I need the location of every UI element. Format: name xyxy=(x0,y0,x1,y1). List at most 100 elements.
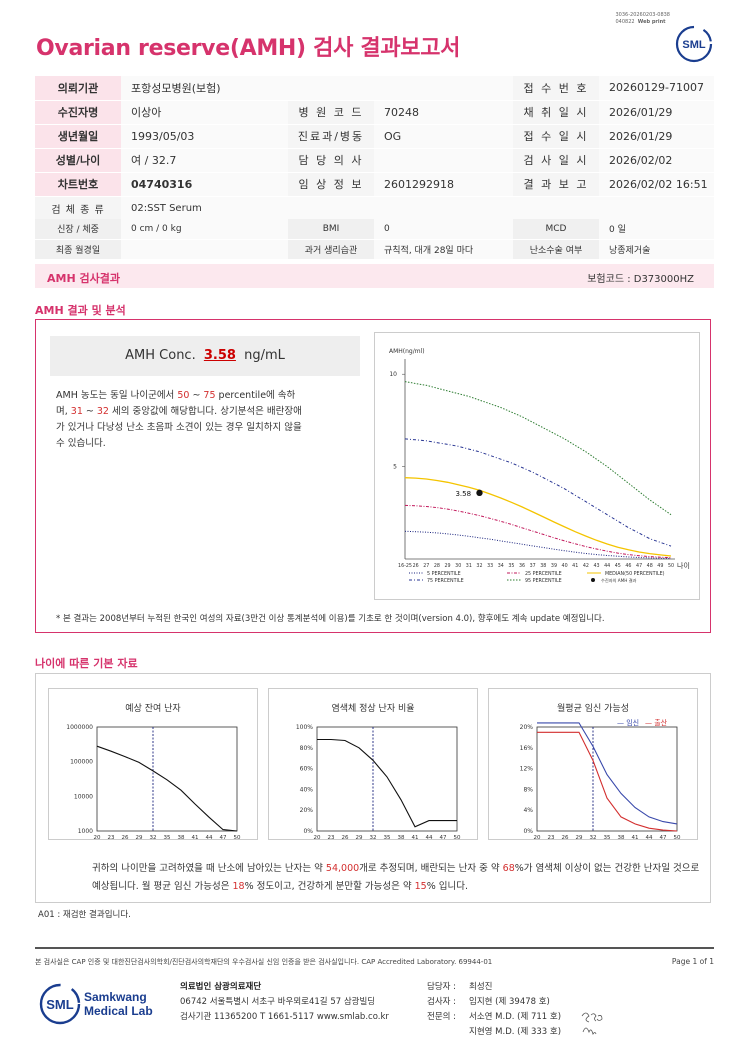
x-tick-label: 31 xyxy=(466,563,472,569)
x-tick-label: 50 xyxy=(668,563,674,569)
height-weight-value: 0 cm / 0 kg xyxy=(121,219,288,240)
plot-frame xyxy=(536,726,678,832)
info-label: 진료과/병동 xyxy=(288,124,374,149)
info-value: 포항성모병원(보험) xyxy=(121,76,288,101)
info-value: 04740316 xyxy=(121,172,288,197)
report-title: Ovarian reserve(AMH) 검사 결과보고서 xyxy=(36,36,461,61)
info-value: 2026/01/29 xyxy=(599,100,714,125)
y-tick-label: 20% xyxy=(520,724,534,731)
x-tick-label: 36 xyxy=(519,563,525,569)
x-tick-label: 34 xyxy=(498,563,504,569)
x-tick-label: 35 xyxy=(508,563,514,569)
x-tick-label: 43 xyxy=(593,563,599,569)
info-label: 담 당 의 사 xyxy=(288,148,374,173)
x-tick-label: 35 xyxy=(604,835,611,841)
x-tick-label: 29 xyxy=(576,835,583,841)
x-tick-label: 38 xyxy=(540,563,546,569)
patient-info-table: 의뢰기관 포항성모병원(보험) 접 수 번 호 20260129-71007 수… xyxy=(35,76,714,221)
logo-sml-text: SML xyxy=(46,997,74,1012)
code-line-1: 3036-20260203-0838 xyxy=(615,12,670,18)
samkwang-logo: SML Samkwang Medical Lab xyxy=(39,983,153,1025)
age-high: 32 xyxy=(96,406,109,417)
x-tick-label: 29 xyxy=(356,835,363,841)
info-row: 의뢰기관 포항성모병원(보험) 접 수 번 호 20260129-71007 xyxy=(35,76,714,101)
x-tick-label: 35 xyxy=(384,835,391,841)
staff-row: 담당자 : 최성진 xyxy=(427,980,561,995)
x-tick-label: 47 xyxy=(220,835,227,841)
series-line-75-percentile xyxy=(404,438,672,547)
y-tick-label: 16% xyxy=(520,745,534,752)
last-menses-value xyxy=(121,239,288,260)
x-tick-label: 42 xyxy=(583,563,589,569)
info-value: 70248 xyxy=(374,100,513,125)
x-tick-label: 20 xyxy=(534,835,541,841)
x-tick-label: 32 xyxy=(150,835,157,841)
legend-label: 25 PERCENTILE xyxy=(525,571,562,577)
x-tick-label: 47 xyxy=(636,563,642,569)
info-value: OG xyxy=(374,124,513,149)
x-tick-label: 38 xyxy=(618,835,625,841)
analysis-box: AMH Conc. 3.58 ng/mL AMH 농도는 동일 나이군에서 50… xyxy=(35,319,711,633)
x-tick-label: 48 xyxy=(647,563,653,569)
info-label: 접 수 번 호 xyxy=(513,76,599,101)
x-tick-label: 41 xyxy=(632,835,639,841)
y-tick-label: 100000 xyxy=(70,759,93,766)
x-tick-label: 45 xyxy=(615,563,621,569)
chart-title: 예상 잔여 난자 xyxy=(125,704,181,714)
x-tick-label: 23 xyxy=(108,835,115,841)
staff-name: 지현영 M.D. (제 333 호) xyxy=(469,1027,562,1037)
normal-pct: 68 xyxy=(502,863,515,874)
summary-text: %가 염색체 이상이 없는 건강한 난자일 것으로 예상됩니다. 월 평균 임신… xyxy=(92,863,700,892)
percentile-low: 50 xyxy=(177,390,190,401)
basics-summary: 귀하의 나이만을 고려하였을 때 난소에 남아있는 난자는 약 54,000개로… xyxy=(92,860,702,896)
specimen-value: 02:SST Serum xyxy=(121,196,714,221)
staff-name: 최성진 xyxy=(469,982,493,992)
info-row: 생년월일 1993/05/03 진료과/병동 OG 접 수 일 시 2026/0… xyxy=(35,124,714,149)
birth-pct: 15 xyxy=(414,881,427,892)
x-tick-label: 50 xyxy=(674,835,681,841)
staff-role: 검사자 : xyxy=(427,997,457,1007)
info-label: 성별/나이 xyxy=(35,148,121,173)
x-tick-label: 50 xyxy=(454,835,461,841)
info-label: 결 과 보 고 xyxy=(513,172,599,197)
amh-conc-value: 3.58 xyxy=(203,348,236,363)
bmi-label: BMI xyxy=(288,219,374,240)
y-axis-label: AMH(ng/ml) xyxy=(389,348,425,355)
legend-point-label: 수진자의 AMH 결과 xyxy=(601,577,637,584)
desc-text: AMH 농도는 동일 나이군에서 xyxy=(56,390,178,401)
info-label: 병 원 코 드 xyxy=(288,100,374,125)
x-tick-label: 32 xyxy=(590,835,597,841)
y-tick-label: 10000 xyxy=(74,793,93,800)
x-tick-label: 47 xyxy=(440,835,447,841)
x-tick-label: 41 xyxy=(572,563,578,569)
info-value: 여 / 32.7 xyxy=(121,148,288,173)
x-tick-label: 26 xyxy=(413,563,419,569)
x-tick-label: 29 xyxy=(136,835,143,841)
x-tick-label: 44 xyxy=(646,835,653,841)
info-value: 이상아 xyxy=(121,100,288,125)
amh-description: AMH 농도는 동일 나이군에서 50 ~ 75 percentile에 속하며… xyxy=(56,388,306,452)
remaining-eggs-chart-frame: 예상 잔여 난자 1000000 100000 10000 1000 20 23 26 29 3… xyxy=(48,688,258,841)
ovarian-surgery-label: 난소수술 여부 xyxy=(513,239,599,260)
info-label: 접 수 일 시 xyxy=(513,124,599,149)
staff-row: 전문의 : 서소연 M.D. (제 711 호) xyxy=(427,1010,561,1025)
x-tick-label: 20 xyxy=(314,835,321,841)
y-tick-label: 12% xyxy=(520,766,534,773)
ovarian-surgery-value: 낭종제거술 xyxy=(599,239,714,260)
x-tick-label: 38 xyxy=(178,835,185,841)
legend-label: — 출산 xyxy=(645,718,668,727)
y-tick-label: 0% xyxy=(303,828,313,835)
info-value xyxy=(374,76,513,101)
plot-frame xyxy=(316,726,458,832)
bmi-value: 0 xyxy=(374,219,513,240)
x-tick-label: 50 xyxy=(234,835,241,841)
info-row: 차트번호 04740316 임 상 정 보 2601292918 결 과 보 고… xyxy=(35,172,714,197)
desc-text: ~ xyxy=(82,406,97,417)
analysis-section-title: AMH 결과 및 분석 xyxy=(35,304,126,317)
info-value: 20260129-71007 xyxy=(599,76,714,101)
amh-conc-label: AMH Conc. xyxy=(125,348,196,363)
info-value: 2026/02/02 16:51 xyxy=(599,172,714,197)
pregnancy-pct: 18 xyxy=(232,881,245,892)
x-tick-label: 20 xyxy=(94,835,101,841)
y-tick-label: 60% xyxy=(300,766,314,773)
